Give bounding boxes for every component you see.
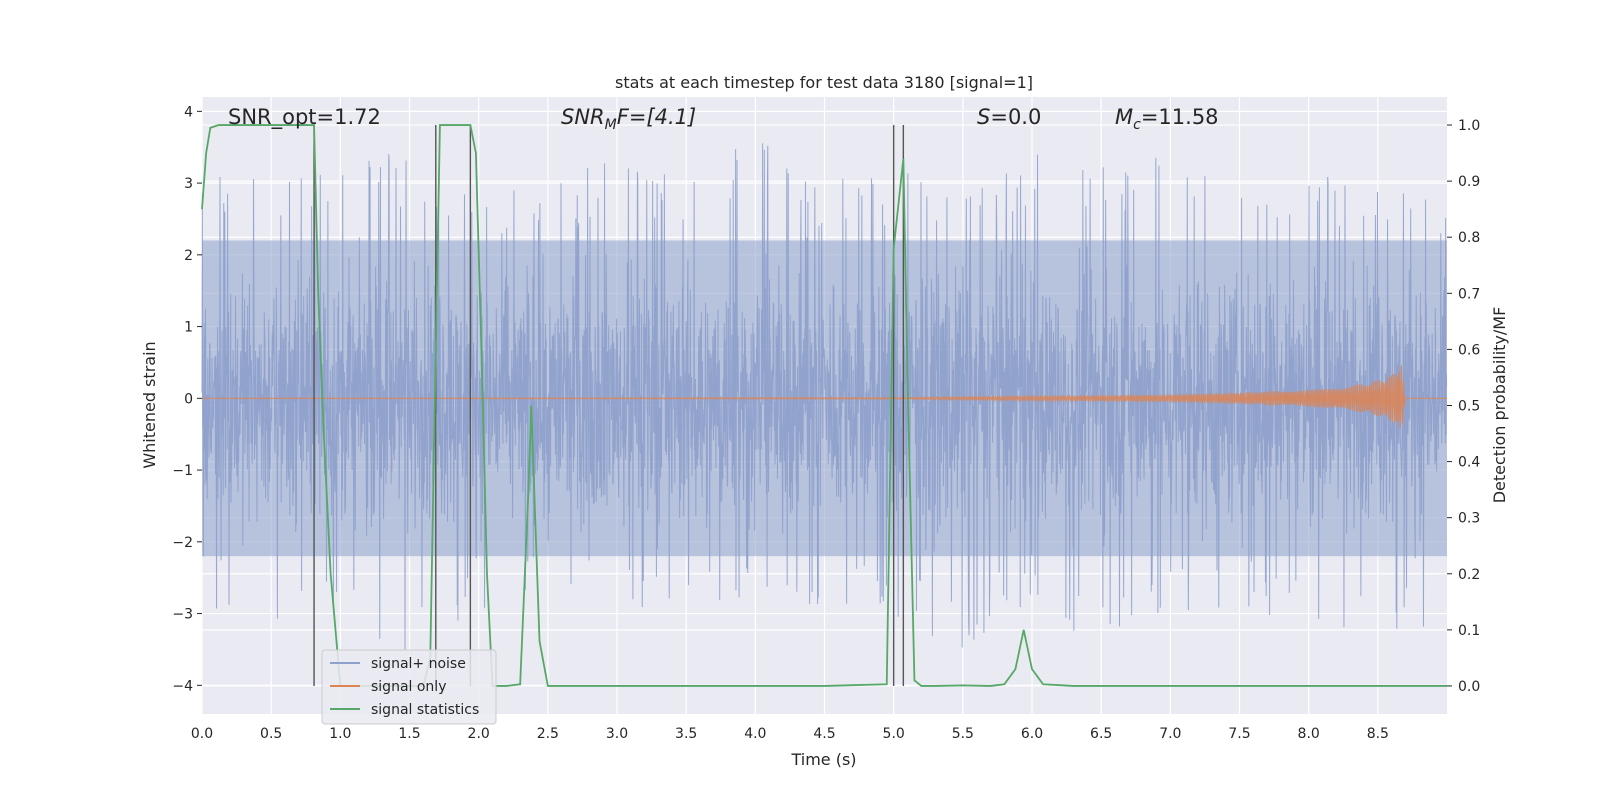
y-axis-right-ticks: 1.0 0.9 0.8 0.7 0.6 0.5 0.4 0.3 0.2 0.1 0.0 <box>1447 118 1480 695</box>
y-left-tick-label: 1 <box>184 320 193 336</box>
x-tick-label: 5.0 <box>883 726 905 742</box>
x-tick-label: 2.0 <box>468 726 490 742</box>
x-tick-label: 4.5 <box>813 726 835 742</box>
x-tick-label: 3.5 <box>675 726 697 742</box>
y-left-tick-label: 0 <box>184 391 193 407</box>
x-tick-label: 3.0 <box>606 726 628 742</box>
y-axis-left-ticks: 4 3 2 1 0 −1 −2 −3 −4 <box>172 104 202 694</box>
vertical-markers <box>313 125 905 686</box>
x-tick-label: 2.5 <box>537 726 559 742</box>
annotation-snr-opt: SNR_opt=1.72 <box>228 105 381 130</box>
legend-label-signal-noise: signal+ noise <box>371 656 466 672</box>
x-axis-ticks: 0.0 0.5 1.0 1.5 2.0 2.5 3.0 3.5 4.0 4.5 5.0 5.5 6.0 6… <box>191 726 1389 742</box>
line-signal-statistics <box>201 124 1447 687</box>
y-right-tick-label: 0.2 <box>1458 567 1480 583</box>
y-right-tick-label: 0.3 <box>1458 511 1480 527</box>
y-left-tick-label: −3 <box>172 607 193 623</box>
y-axis-left-label: Whitened strain <box>140 341 159 468</box>
y-right-tick-label: 0.5 <box>1458 399 1480 415</box>
x-tick-label: 6.0 <box>1021 726 1043 742</box>
y-right-tick-label: 1.0 <box>1458 118 1480 134</box>
x-tick-label: 8.0 <box>1298 726 1320 742</box>
annotation-snr-mf: SNRMF=[4.1] <box>561 105 696 133</box>
chart-title: stats at each timestep for test data 318… <box>615 73 1033 92</box>
y-left-tick-label: 2 <box>184 248 193 264</box>
legend-box <box>321 649 497 725</box>
x-axis-label: Time (s) <box>790 750 856 769</box>
y-right-tick-label: 0.4 <box>1458 455 1480 471</box>
x-tick-label: 8.5 <box>1367 726 1389 742</box>
annotation-s: S=0.0 <box>977 105 1041 129</box>
legend: signal+ noise signal only signal statist… <box>321 649 497 725</box>
y-right-tick-label: 0.1 <box>1458 623 1480 639</box>
y-right-tick-label: 0.7 <box>1458 286 1480 302</box>
annotation-mc: Mc=11.58 <box>1115 105 1219 133</box>
y-left-tick-label: −4 <box>172 678 193 694</box>
y-right-tick-label: 0.9 <box>1458 174 1480 190</box>
x-tick-label: 0.5 <box>260 726 282 742</box>
x-tick-label: 5.5 <box>952 726 974 742</box>
x-tick-label: 4.0 <box>744 726 766 742</box>
x-tick-label: 1.0 <box>329 726 351 742</box>
y-right-tick-label: 0.8 <box>1458 230 1480 246</box>
x-tick-label: 0.0 <box>191 726 213 742</box>
line-signal-only <box>202 365 1447 429</box>
legend-label-signal-only: signal only <box>371 679 446 695</box>
x-tick-label: 1.5 <box>398 726 420 742</box>
legend-label-signal-statistics: signal statistics <box>371 702 479 718</box>
x-tick-label: 7.0 <box>1159 726 1181 742</box>
y-axis-right-label: Detection probability/MF <box>1490 307 1509 504</box>
x-tick-label: 7.5 <box>1228 726 1250 742</box>
y-right-tick-label: 0.0 <box>1458 679 1480 695</box>
x-tick-label: 6.5 <box>1090 726 1112 742</box>
y-left-tick-label: 3 <box>184 176 193 192</box>
y-right-tick-label: 0.6 <box>1458 342 1480 358</box>
line-signal-noise <box>201 143 1448 650</box>
series-signal-statistics <box>201 124 1447 687</box>
y-left-tick-label: −2 <box>172 535 193 551</box>
series-signal-only <box>202 365 1447 429</box>
y-left-tick-label: −1 <box>172 463 193 479</box>
y-left-tick-label: 4 <box>184 104 193 120</box>
